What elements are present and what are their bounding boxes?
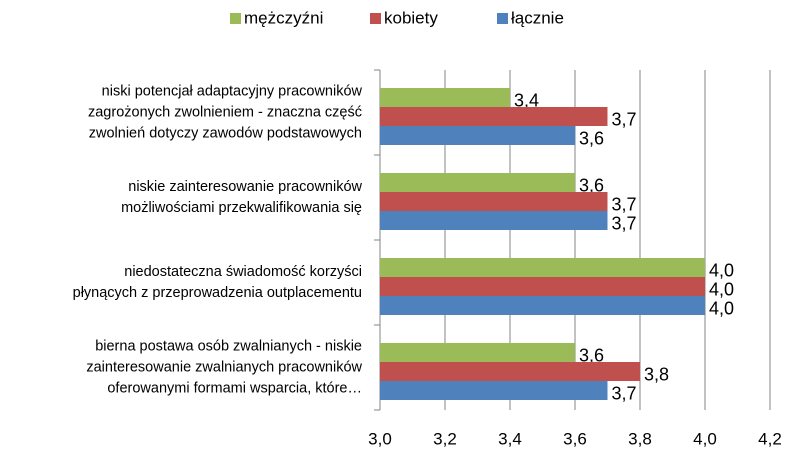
bar xyxy=(380,362,640,381)
x-tick-label: 3,6 xyxy=(563,429,587,448)
legend-swatch xyxy=(497,13,508,24)
category-label: niski potencjał adaptacyjny pracowników xyxy=(102,83,363,99)
category-label: zainteresowanie zwalnianych pracowników xyxy=(86,359,362,375)
x-tick-label: 3,4 xyxy=(498,429,522,448)
legend-label: kobiety xyxy=(384,8,438,27)
legend-label: łącznie xyxy=(511,8,564,27)
legend-swatch xyxy=(230,13,241,24)
x-tick-label: 3,2 xyxy=(433,429,457,448)
bar xyxy=(380,381,608,400)
bar xyxy=(380,88,510,107)
category-label: niskie zainteresowanie pracowników xyxy=(128,179,362,195)
category-label: płynących z przeprowadzenia outplacement… xyxy=(73,285,362,301)
value-label: 3,8 xyxy=(644,364,669,384)
bar xyxy=(380,192,608,211)
bar xyxy=(380,258,705,277)
value-label: 3,4 xyxy=(514,90,539,110)
bar xyxy=(380,343,575,362)
x-tick-label: 4,0 xyxy=(693,429,717,448)
legend-swatch xyxy=(370,13,381,24)
category-label: bierna postawa osób zwalnianych - niskie xyxy=(95,338,362,354)
category-label: oferowanymi formami wsparcia, które… xyxy=(107,380,362,396)
bar xyxy=(380,107,608,126)
value-label: 4,0 xyxy=(709,260,734,280)
category-label: zagrożonych zwolnieniem - znaczna część xyxy=(88,104,362,120)
bar xyxy=(380,296,705,315)
bar xyxy=(380,126,575,145)
bar xyxy=(380,277,705,296)
value-label: 3,6 xyxy=(579,345,604,365)
category-label: możliwościami przekwalifikowania się xyxy=(121,200,362,216)
value-label: 4,0 xyxy=(709,298,734,318)
value-label: 4,0 xyxy=(709,279,734,299)
value-label: 3,7 xyxy=(612,109,637,129)
bar xyxy=(380,173,575,192)
category-label: zwolnień dotyczy zawodów podstawowych xyxy=(89,125,362,141)
value-label: 3,6 xyxy=(579,175,604,195)
bar xyxy=(380,211,608,230)
legend-label: mężczyźni xyxy=(244,8,323,27)
value-label: 3,6 xyxy=(579,128,604,148)
value-label: 3,7 xyxy=(612,383,637,403)
value-label: 3,7 xyxy=(612,213,637,233)
x-tick-label: 4,2 xyxy=(758,429,782,448)
x-tick-label: 3,0 xyxy=(368,429,392,448)
category-label: niedostateczna świadomość korzyści xyxy=(124,264,362,280)
x-tick-label: 3,8 xyxy=(628,429,652,448)
value-label: 3,7 xyxy=(612,194,637,214)
